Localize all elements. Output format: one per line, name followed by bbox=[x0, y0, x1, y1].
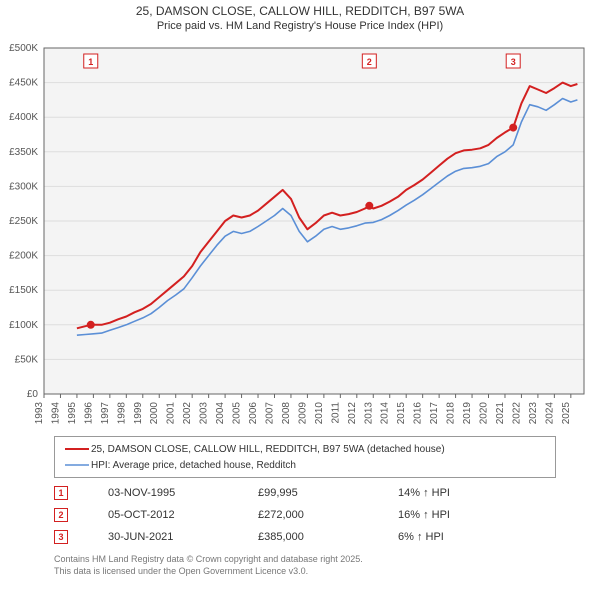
legend: 25, DAMSON CLOSE, CALLOW HILL, REDDITCH,… bbox=[54, 436, 556, 478]
svg-text:2002: 2002 bbox=[182, 402, 193, 425]
marker-date: 05-OCT-2012 bbox=[108, 509, 218, 521]
svg-text:£500K: £500K bbox=[9, 43, 38, 54]
footer-line-1: Contains HM Land Registry data © Crown c… bbox=[54, 554, 556, 566]
svg-text:1999: 1999 bbox=[133, 402, 144, 425]
marker-row: 2 05-OCT-2012 £272,000 16% ↑ HPI bbox=[54, 504, 556, 526]
svg-text:1994: 1994 bbox=[50, 402, 61, 425]
svg-text:1996: 1996 bbox=[83, 402, 94, 425]
marker-pct: 6% ↑ HPI bbox=[398, 531, 498, 543]
svg-text:£450K: £450K bbox=[9, 78, 38, 89]
marker-number-box: 3 bbox=[54, 530, 68, 544]
marker-price: £272,000 bbox=[258, 509, 358, 521]
svg-text:2: 2 bbox=[367, 57, 372, 67]
svg-text:£300K: £300K bbox=[9, 181, 38, 192]
marker-number-box: 1 bbox=[54, 486, 68, 500]
footer-line-2: This data is licensed under the Open Gov… bbox=[54, 566, 556, 578]
legend-row: 25, DAMSON CLOSE, CALLOW HILL, REDDITCH,… bbox=[63, 441, 547, 457]
marker-pct: 16% ↑ HPI bbox=[398, 509, 498, 521]
svg-text:2011: 2011 bbox=[330, 402, 341, 424]
svg-text:1997: 1997 bbox=[100, 402, 111, 425]
marker-number-box: 2 bbox=[54, 508, 68, 522]
svg-text:£250K: £250K bbox=[9, 216, 38, 227]
svg-text:2008: 2008 bbox=[281, 402, 292, 425]
legend-swatch bbox=[63, 458, 91, 472]
svg-text:2021: 2021 bbox=[495, 402, 506, 425]
svg-text:2009: 2009 bbox=[297, 402, 308, 425]
svg-text:2010: 2010 bbox=[314, 402, 325, 425]
svg-text:2012: 2012 bbox=[347, 402, 358, 425]
legend-label: HPI: Average price, detached house, Redd… bbox=[91, 460, 296, 471]
svg-text:£400K: £400K bbox=[9, 112, 38, 123]
svg-text:£0: £0 bbox=[27, 389, 39, 400]
marker-date: 03-NOV-1995 bbox=[108, 487, 218, 499]
chart-subtitle: Price paid vs. HM Land Registry's House … bbox=[0, 20, 600, 38]
svg-text:£150K: £150K bbox=[9, 285, 38, 296]
svg-text:2023: 2023 bbox=[528, 402, 539, 425]
svg-text:£350K: £350K bbox=[9, 147, 38, 158]
svg-text:1995: 1995 bbox=[67, 402, 78, 425]
svg-text:£200K: £200K bbox=[9, 251, 38, 262]
svg-text:2015: 2015 bbox=[396, 402, 407, 425]
marker-row: 3 30-JUN-2021 £385,000 6% ↑ HPI bbox=[54, 526, 556, 548]
svg-text:2001: 2001 bbox=[166, 402, 177, 425]
svg-text:2006: 2006 bbox=[248, 402, 259, 425]
marker-date: 30-JUN-2021 bbox=[108, 531, 218, 543]
svg-text:2019: 2019 bbox=[462, 402, 473, 425]
svg-text:3: 3 bbox=[511, 57, 516, 67]
svg-text:1998: 1998 bbox=[116, 402, 127, 425]
legend-label: 25, DAMSON CLOSE, CALLOW HILL, REDDITCH,… bbox=[91, 444, 445, 455]
svg-text:£50K: £50K bbox=[15, 354, 39, 365]
marker-price: £99,995 bbox=[258, 487, 358, 499]
marker-row: 1 03-NOV-1995 £99,995 14% ↑ HPI bbox=[54, 482, 556, 504]
markers-table: 1 03-NOV-1995 £99,995 14% ↑ HPI 2 05-OCT-2012… bbox=[54, 482, 556, 548]
svg-text:1: 1 bbox=[88, 57, 93, 67]
chart-title: 25, DAMSON CLOSE, CALLOW HILL, REDDITCH,… bbox=[0, 0, 600, 20]
svg-text:1993: 1993 bbox=[34, 402, 45, 425]
chart-svg: £0 £50K £100K £150K £200K £250K £300K £350K £400… bbox=[0, 38, 600, 430]
svg-text:2018: 2018 bbox=[446, 402, 457, 425]
svg-text:2004: 2004 bbox=[215, 402, 226, 425]
svg-text:2007: 2007 bbox=[264, 402, 275, 425]
chart: £0 £50K £100K £150K £200K £250K £300K £350K £400… bbox=[0, 38, 600, 430]
svg-text:2024: 2024 bbox=[544, 402, 555, 425]
svg-text:£100K: £100K bbox=[9, 320, 38, 331]
svg-text:2025: 2025 bbox=[561, 402, 572, 425]
svg-text:2013: 2013 bbox=[363, 402, 374, 425]
svg-text:2014: 2014 bbox=[380, 402, 391, 425]
marker-pct: 14% ↑ HPI bbox=[398, 487, 498, 499]
marker-price: £385,000 bbox=[258, 531, 358, 543]
svg-text:2000: 2000 bbox=[149, 402, 160, 425]
legend-row: HPI: Average price, detached house, Redd… bbox=[63, 457, 547, 473]
legend-swatch bbox=[63, 442, 91, 456]
svg-text:2003: 2003 bbox=[199, 402, 210, 425]
svg-text:2005: 2005 bbox=[232, 402, 243, 425]
svg-text:2016: 2016 bbox=[413, 402, 424, 425]
svg-text:2022: 2022 bbox=[511, 402, 522, 425]
svg-text:2017: 2017 bbox=[429, 402, 440, 425]
attribution: Contains HM Land Registry data © Crown c… bbox=[54, 554, 556, 577]
svg-text:2020: 2020 bbox=[479, 402, 490, 425]
